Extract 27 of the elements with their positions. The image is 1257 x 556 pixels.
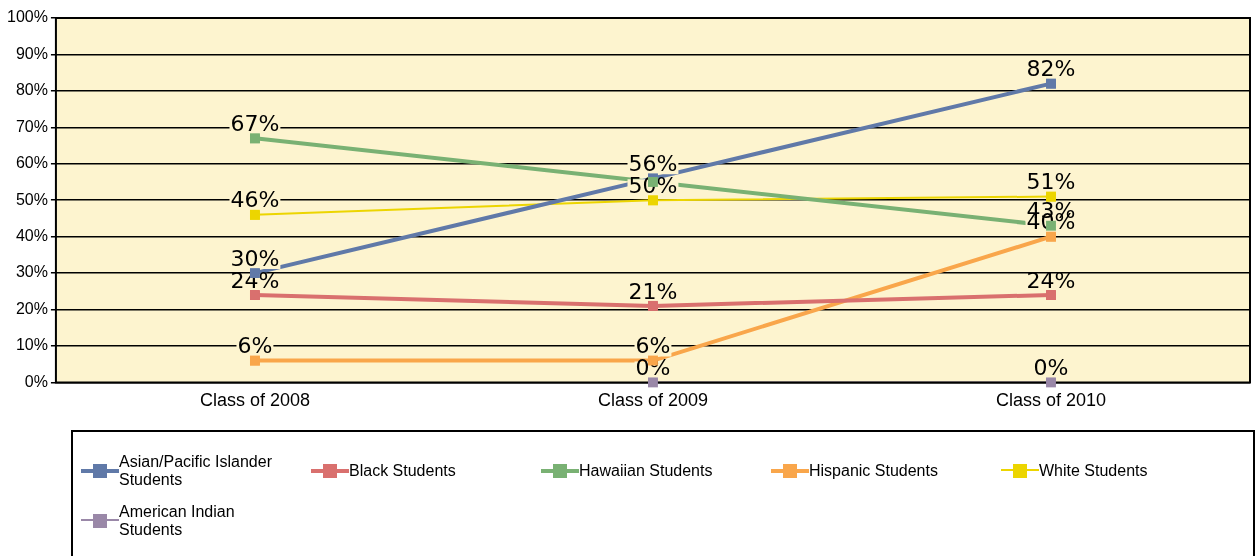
data-label: 46%: [230, 187, 280, 213]
y-tick-label: 50%: [15, 190, 48, 208]
data-label: 51%: [1026, 169, 1076, 195]
data-label: 82%: [1026, 56, 1076, 82]
y-tick-label: 10%: [15, 336, 48, 354]
data-label: 21%: [628, 278, 678, 304]
legend-label: American Indian Students: [119, 503, 236, 539]
x-tick-label: Class of 2010: [995, 390, 1107, 411]
y-tick-label: 80%: [15, 81, 48, 99]
y-tick-label: 70%: [15, 117, 48, 135]
y-tick-label: 100%: [7, 8, 48, 26]
y-tick-label: 0%: [24, 372, 48, 390]
y-tick-label: 20%: [15, 299, 48, 317]
legend-label: Asian/Pacific Islander Students: [119, 453, 273, 489]
legend-label: Black Students: [349, 462, 456, 480]
y-tick-label: 60%: [15, 154, 48, 172]
y-tick-label: 40%: [15, 227, 48, 245]
y-tick-label: 90%: [15, 44, 48, 62]
y-tick-label: 30%: [15, 263, 48, 281]
data-label: 6%: [237, 333, 273, 359]
legend-label: White Students: [1039, 462, 1148, 480]
data-label: 67%: [230, 110, 280, 136]
x-tick-label: Class of 2009: [597, 390, 708, 411]
data-label: 0%: [1033, 355, 1069, 381]
x-tick-label: Class of 2008: [199, 390, 310, 411]
legend-label: Hawaiian Students: [579, 462, 713, 480]
legend-label: Hispanic Students: [809, 462, 938, 480]
